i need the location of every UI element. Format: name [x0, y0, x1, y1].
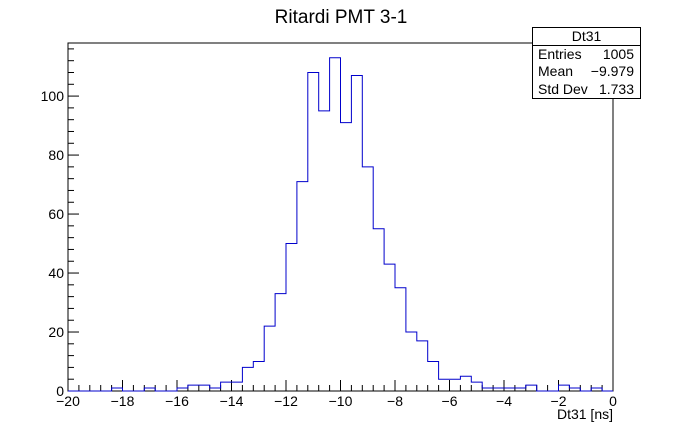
- stats-entries-value: 1005: [602, 46, 634, 62]
- x-tick-label: −20: [56, 393, 80, 409]
- histogram-bin: [221, 382, 232, 391]
- x-tick-label: −12: [274, 393, 298, 409]
- histogram-bin: [460, 376, 471, 391]
- histogram-bars: [112, 58, 603, 391]
- histogram-bin: [471, 382, 482, 391]
- histogram-bin: [559, 385, 570, 391]
- histogram-bin: [242, 367, 253, 391]
- y-tick-label: 0: [56, 383, 64, 399]
- histogram-bin: [526, 385, 537, 391]
- histogram-bin: [439, 379, 450, 391]
- x-tick-label: −10: [329, 393, 353, 409]
- chart-title: Ritardi PMT 3-1: [275, 7, 408, 28]
- y-tick-label: 20: [48, 324, 64, 340]
- stats-stddev-label: Std Dev: [538, 80, 588, 97]
- histogram-bin: [450, 379, 461, 391]
- x-tick-label: 0: [609, 393, 617, 409]
- x-tick-label: −2: [551, 393, 567, 409]
- histogram-bin: [188, 385, 199, 391]
- stats-entries-row: Entries 1005: [533, 46, 640, 63]
- stats-stddev-row: Std Dev 1.733: [533, 81, 640, 98]
- stats-mean-value: −9.979: [590, 63, 634, 80]
- x-tick-label: −8: [387, 393, 403, 409]
- histogram-bin: [373, 229, 384, 391]
- x-tick-label: −16: [165, 393, 189, 409]
- x-tick-label: −18: [111, 393, 135, 409]
- x-tick-label: −4: [496, 393, 512, 409]
- x-tick-label: −14: [220, 393, 244, 409]
- stats-mean-label: Mean: [538, 63, 574, 80]
- stats-stddev-value: 1.733: [598, 80, 634, 97]
- histogram-bin: [330, 58, 341, 391]
- histogram-bin: [319, 111, 330, 391]
- histogram-bin: [199, 385, 210, 391]
- histogram-bin: [253, 362, 264, 391]
- histogram-bin: [428, 362, 439, 391]
- histogram-outline: [68, 57, 613, 392]
- histogram-bin: [406, 332, 417, 391]
- x-tick-label: −6: [442, 393, 458, 409]
- histogram-bin: [232, 382, 243, 391]
- stats-entries-label: Entries: [538, 46, 582, 62]
- histogram-bin: [362, 167, 373, 391]
- histogram-bin: [417, 341, 428, 391]
- stats-mean-row: Mean −9.979: [533, 63, 640, 80]
- histogram-bin: [264, 326, 275, 391]
- histogram-bin: [351, 75, 362, 391]
- stats-title: Dt31: [533, 28, 640, 46]
- histogram-bin: [308, 72, 319, 391]
- y-tick-label: 80: [48, 147, 64, 163]
- histogram-bin: [275, 294, 286, 391]
- histogram-bin: [384, 264, 395, 391]
- histogram-bin: [395, 288, 406, 391]
- y-tick-label: 40: [48, 265, 64, 281]
- histogram-bin: [286, 244, 297, 391]
- stats-box: Dt31 Entries 1005 Mean −9.979 Std Dev 1.…: [532, 27, 641, 99]
- histogram-bin: [341, 123, 352, 391]
- y-tick-label: 100: [41, 88, 65, 104]
- y-tick-label: 60: [48, 206, 64, 222]
- x-axis-label: Dt31 [ns]: [557, 406, 613, 422]
- histogram-bin: [297, 182, 308, 391]
